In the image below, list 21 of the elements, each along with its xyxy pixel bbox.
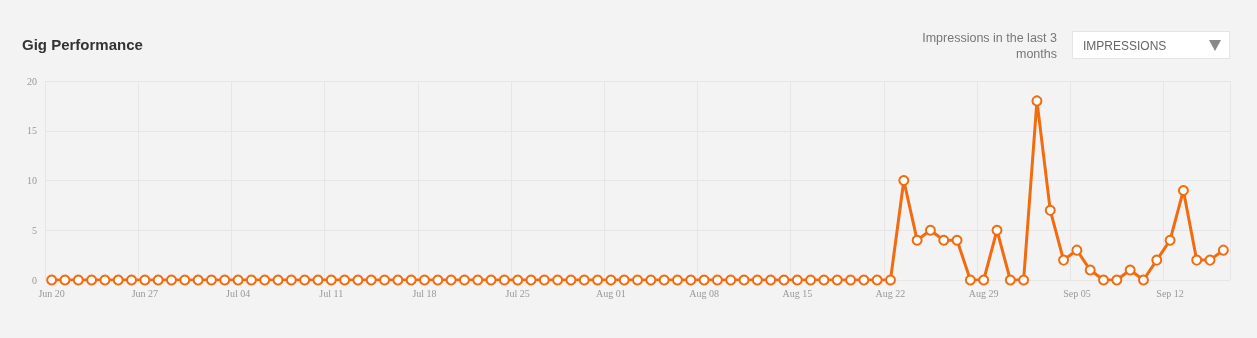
- text: Impressions in the last 3 months: [921, 30, 1057, 62]
- x-tick-label: Aug 08: [689, 287, 719, 299]
- x-tick-label: Jul 11: [319, 287, 344, 299]
- x-tick-label: Jul 18: [412, 287, 437, 299]
- y-tick-label: 10: [27, 175, 37, 186]
- x-tick-label: Jul 04: [225, 287, 251, 299]
- y-tick-label: 0: [32, 274, 37, 286]
- x-tick-label: Aug 29: [968, 287, 999, 299]
- x-tick-label: Jul 25: [505, 287, 530, 299]
- chart-title: Gig Performance: [22, 36, 143, 53]
- x-tick-label: Jun 27: [131, 287, 159, 299]
- y-tick-label: 15: [27, 125, 37, 137]
- x-tick-label: Sep 12: [1156, 287, 1184, 299]
- x-tick-label: Aug 01: [596, 287, 626, 299]
- text: IMPRESSIONS: [1083, 39, 1167, 53]
- x-tick-label: Aug 22: [875, 287, 906, 299]
- y-tick-label: 5: [32, 224, 37, 236]
- x-tick-label: Sep 05: [1063, 287, 1091, 299]
- x-tick-label: Jun 20: [38, 287, 65, 299]
- x-tick-label: Aug 15: [782, 287, 813, 299]
- y-tick-label: 20: [27, 75, 37, 87]
